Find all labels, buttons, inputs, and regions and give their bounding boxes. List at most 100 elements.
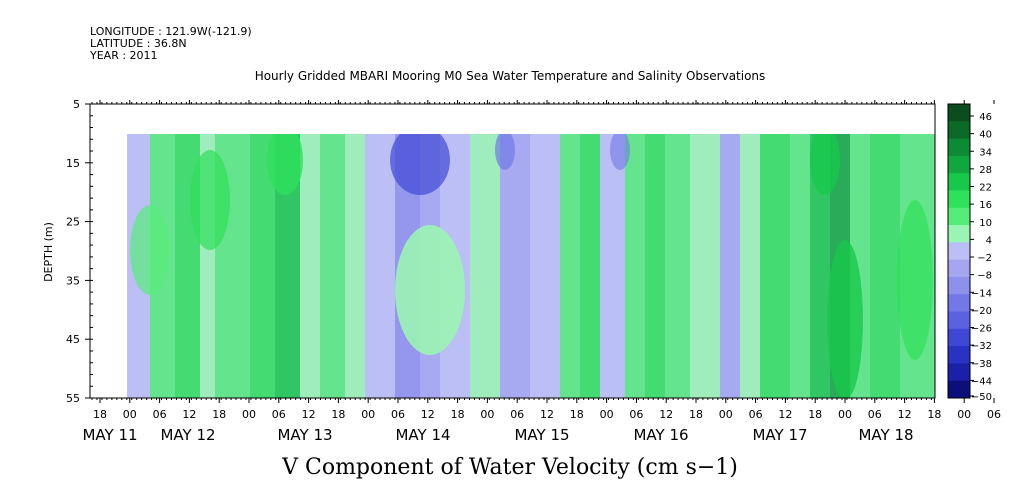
colorbar-label: −38 bbox=[971, 359, 992, 370]
heatmap-cell bbox=[530, 134, 560, 398]
heatmap-cell bbox=[495, 134, 515, 170]
colorbar-label: −44 bbox=[971, 376, 992, 387]
x-tick-label: 00 bbox=[480, 408, 494, 421]
heatmap-cell bbox=[625, 134, 645, 398]
x-tick-label: 18 bbox=[808, 408, 822, 421]
colorbar-swatch bbox=[948, 346, 970, 364]
heatmap-cell bbox=[690, 134, 720, 398]
x-tick-label: 00 bbox=[838, 408, 852, 421]
heatmap-cell bbox=[600, 134, 625, 398]
year-label: YEAR : 2011 bbox=[90, 49, 158, 62]
x-tick-label: 18 bbox=[927, 408, 941, 421]
x-tick-label: 12 bbox=[778, 408, 792, 421]
colorbar-swatch bbox=[948, 173, 970, 191]
x-axis: 18 00 06 12 18 00 06 12 18 00 06 12 18 00 06 12 18 00 06 12… bbox=[82, 100, 1001, 444]
heatmap-cell bbox=[130, 205, 170, 295]
x-tick-label: 12 bbox=[182, 408, 196, 421]
heatmap-cell bbox=[810, 134, 830, 398]
colorbar-label: −14 bbox=[971, 288, 992, 299]
x-tick-label: 00 bbox=[600, 408, 614, 421]
x-day-label: MAY 12 bbox=[160, 426, 215, 444]
x-tick-label: 12 bbox=[302, 408, 316, 421]
colorbar-label: 46 bbox=[979, 112, 992, 123]
x-tick-label: 06 bbox=[153, 408, 167, 421]
colorbar-label: 10 bbox=[979, 218, 992, 229]
heatmap-cell bbox=[665, 134, 690, 398]
heatmap-cell bbox=[190, 150, 230, 250]
heatmap-cell bbox=[395, 225, 465, 355]
x-tick-label: 00 bbox=[957, 408, 971, 421]
x-tick-label: 12 bbox=[898, 408, 912, 421]
x-day-label: MAY 16 bbox=[633, 426, 688, 444]
heatmap-cell bbox=[560, 134, 580, 398]
heatmap-cell bbox=[580, 134, 600, 398]
heatmap-cell bbox=[790, 134, 810, 398]
colorbar-swatch bbox=[948, 380, 970, 399]
colorbar-label: −2 bbox=[977, 253, 992, 264]
x-tick-label: 06 bbox=[629, 408, 643, 421]
colorbar-swatch bbox=[948, 363, 970, 382]
x-tick-label: 06 bbox=[391, 408, 405, 421]
colorbar-swatch bbox=[948, 294, 970, 313]
y-tick-label: 55 bbox=[66, 392, 80, 405]
heatmap-cell bbox=[470, 134, 500, 398]
x-day-label: MAY 13 bbox=[277, 426, 332, 444]
colorbar-label: 40 bbox=[979, 130, 992, 141]
x-axis-label: V Component of Water Velocity (cm s−1) bbox=[282, 455, 738, 480]
colorbar-swatch bbox=[948, 225, 970, 243]
heatmap-cell bbox=[345, 134, 365, 398]
colorbar-label: 16 bbox=[979, 200, 992, 211]
colorbar-label: −32 bbox=[971, 341, 992, 352]
colorbar-swatch bbox=[948, 311, 970, 330]
x-tick-label: 12 bbox=[540, 408, 554, 421]
heatmap-cell bbox=[390, 134, 450, 195]
heatmap-cell bbox=[645, 134, 665, 398]
x-tick-label: 06 bbox=[749, 408, 763, 421]
heatmap-cell bbox=[810, 134, 840, 195]
x-day-label: MAY 17 bbox=[752, 426, 807, 444]
x-tick-label: 18 bbox=[570, 408, 584, 421]
x-tick-label: 18 bbox=[331, 408, 345, 421]
heatmap-cell bbox=[827, 240, 863, 398]
longitude-label: LONGITUDE : 121.9W(-121.9) bbox=[90, 25, 252, 38]
heatmap-field bbox=[127, 134, 935, 398]
colorbar-swatch bbox=[948, 328, 970, 347]
x-tick-label: 18 bbox=[451, 408, 465, 421]
colorbar-swatch bbox=[948, 242, 970, 261]
heatmap-cell bbox=[300, 134, 320, 398]
x-tick-label: 00 bbox=[242, 408, 256, 421]
x-tick-label: 06 bbox=[987, 408, 1001, 421]
heatmap-cell bbox=[720, 134, 740, 398]
colorbar-label: 34 bbox=[979, 147, 992, 158]
heatmap-cell bbox=[610, 134, 630, 170]
x-tick-label: 00 bbox=[123, 408, 137, 421]
x-tick-label: 18 bbox=[93, 408, 107, 421]
colorbar-label: −8 bbox=[977, 271, 992, 282]
y-tick-label: 25 bbox=[66, 216, 80, 229]
heatmap-cell bbox=[320, 134, 345, 398]
colorbar-label: −20 bbox=[971, 306, 992, 317]
colorbar-label: 4 bbox=[986, 235, 992, 246]
y-axis-label: DEPTH (m) bbox=[42, 222, 55, 282]
y-tick-label: 5 bbox=[73, 98, 80, 111]
colorbar-swatch bbox=[948, 207, 970, 226]
plot-frame bbox=[89, 103, 936, 399]
colorbar-frame bbox=[947, 103, 971, 399]
x-day-label: MAY 11 bbox=[82, 426, 137, 444]
y-tick-label: 45 bbox=[66, 333, 80, 346]
colorbar-label: 22 bbox=[979, 183, 992, 194]
y-tick-label: 35 bbox=[66, 274, 80, 287]
colorbar-swatch bbox=[948, 155, 970, 174]
x-tick-label: 06 bbox=[272, 408, 286, 421]
colorbar-swatch bbox=[948, 190, 970, 209]
colorbar-swatch bbox=[948, 104, 970, 122]
colorbar-swatch bbox=[948, 121, 970, 140]
x-tick-label: 18 bbox=[689, 408, 703, 421]
colorbar-label: 28 bbox=[979, 165, 992, 176]
colorbar-swatch bbox=[948, 138, 970, 157]
x-tick-label: 12 bbox=[659, 408, 673, 421]
chart-title: Hourly Gridded MBARI Mooring M0 Sea Wate… bbox=[254, 69, 766, 83]
x-day-label: MAY 18 bbox=[858, 426, 913, 444]
heatmap-cell bbox=[870, 134, 900, 398]
